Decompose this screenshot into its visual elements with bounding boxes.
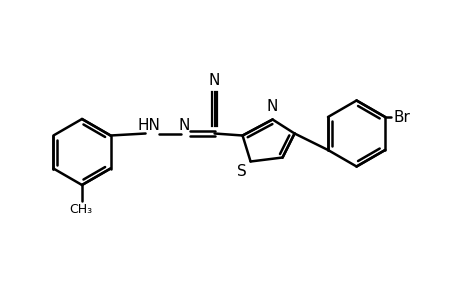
- Text: N: N: [208, 73, 220, 88]
- Text: Br: Br: [392, 110, 409, 124]
- Text: N: N: [266, 98, 278, 113]
- Text: S: S: [236, 164, 246, 178]
- Text: N: N: [179, 118, 190, 133]
- Text: CH₃: CH₃: [69, 203, 92, 216]
- Text: HN: HN: [137, 118, 160, 133]
